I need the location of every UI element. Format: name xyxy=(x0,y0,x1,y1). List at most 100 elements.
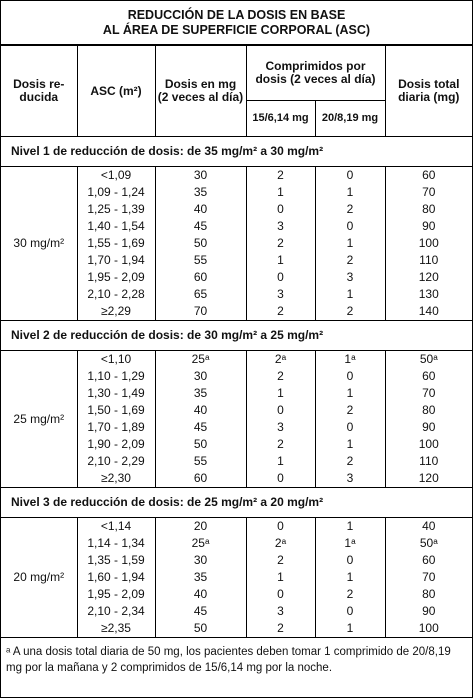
header-row: Dosis re-ducida ASC (m²) Dosis en mg (2 v… xyxy=(1,45,472,137)
cell: 1 xyxy=(245,252,316,269)
data-row: 1,25 - 1,39 40 0 2 80 xyxy=(1,201,472,218)
cell: 3 xyxy=(314,470,386,488)
cell: 70 xyxy=(384,385,472,402)
level-title: Nivel 1 de reducción de dosis: de 35 mg/… xyxy=(1,136,472,167)
cell: 1,10 - 1,29 xyxy=(77,368,156,385)
level-title: Nivel 2 de reducción de dosis: de 30 mg/… xyxy=(1,320,472,351)
cell: 90 xyxy=(384,419,472,436)
cell: 25ᵃ xyxy=(154,535,247,552)
data-row: 1,60 - 1,94 35 1 1 70 xyxy=(1,569,472,586)
cell: 90 xyxy=(384,603,472,620)
level-row: Nivel 3 de reducción de dosis: de 25 mg/… xyxy=(1,487,472,518)
cell: 0 xyxy=(245,269,316,286)
cell: 60 xyxy=(154,269,247,286)
title-line: REDUCCIÓN DE LA DOSIS EN BASE xyxy=(127,8,346,22)
header-text: Dosis en mg xyxy=(164,77,237,91)
cell: 2 xyxy=(245,368,316,385)
cell: 0 xyxy=(314,552,386,569)
data-row: ≥2,30 60 0 3 120 xyxy=(1,470,472,488)
cell: 1,25 - 1,39 xyxy=(77,201,156,218)
cell: 0 xyxy=(245,586,316,603)
footnote: ᵃ A una dosis total diaria de 50 mg, los… xyxy=(1,637,472,676)
cell: 1 xyxy=(314,517,386,535)
cell: 1ᵃ xyxy=(314,535,386,552)
cell: 1 xyxy=(245,453,316,470)
level-row: Nivel 2 de reducción de dosis: de 30 mg/… xyxy=(1,320,472,351)
dose-table: Dosis re-ducida ASC (m²) Dosis en mg (2 v… xyxy=(1,45,472,637)
cell: 0 xyxy=(245,402,316,419)
header-cell: Dosis en mg (2 veces al día) xyxy=(154,45,247,137)
cell: ≥2,29 xyxy=(77,303,156,321)
cell: 3 xyxy=(245,218,316,235)
data-row: 1,40 - 1,54 45 3 0 90 xyxy=(1,218,472,235)
cell: 1,30 - 1,49 xyxy=(77,385,156,402)
title: REDUCCIÓN DE LA DOSIS EN BASE AL ÁREA DE… xyxy=(1,1,472,45)
header-text: Comprimidos por xyxy=(265,59,366,73)
cell: 2 xyxy=(314,303,386,321)
cell: 1 xyxy=(245,385,316,402)
cell: 2 xyxy=(245,436,316,453)
cell: 2,10 - 2,29 xyxy=(77,453,156,470)
cell: 20 xyxy=(154,517,247,535)
cell: <1,10 xyxy=(76,350,156,368)
cell: 1 xyxy=(314,569,386,586)
cell: 2 xyxy=(245,235,316,252)
cell: 0 xyxy=(314,419,386,436)
cell: 100 xyxy=(384,235,472,252)
cell: 80 xyxy=(384,402,472,419)
cell: 1 xyxy=(245,184,316,201)
cell: 0 xyxy=(314,603,386,620)
cell: 40 xyxy=(154,586,247,603)
data-row: 25 mg/m² <1,10 25ᵃ 2ᵃ 1ᵃ 50ᵃ xyxy=(1,350,472,488)
cell: 140 xyxy=(384,303,472,321)
header-text: (2 veces al día) xyxy=(157,90,244,104)
cell: 70 xyxy=(154,303,247,321)
cell: 1,60 - 1,94 xyxy=(77,569,156,586)
cell: 1 xyxy=(314,620,386,637)
data-row: 1,55 - 1,69 50 2 1 100 xyxy=(1,235,472,252)
cell: 1 xyxy=(314,184,386,201)
header-row: 15/6,14 mg 20/8,19 mg xyxy=(1,100,472,137)
cell: 60 xyxy=(384,552,472,569)
cell: 1,90 - 2,09 xyxy=(77,436,156,453)
footnote-text: A una dosis total diaria de 50 mg, los p… xyxy=(6,646,451,674)
data-row: 1,95 - 2,09 40 0 2 80 xyxy=(1,586,472,603)
header-text: ducida xyxy=(19,90,59,104)
data-row: 2,10 - 2,34 45 3 0 90 xyxy=(1,603,472,620)
cell: 1,70 - 1,94 xyxy=(77,252,156,269)
data-row: 2,10 - 2,28 65 3 1 130 xyxy=(1,286,472,303)
cell: 80 xyxy=(384,201,472,218)
footnote-marker: ᵃ xyxy=(6,646,11,658)
header-cell: ASC (m²) xyxy=(76,45,156,137)
level-row: Nivel 1 de reducción de dosis: de 35 mg/… xyxy=(1,136,472,167)
cell: 65 xyxy=(154,286,247,303)
cell: 100 xyxy=(384,620,472,637)
header-cell: Dosis total diaria (mg) xyxy=(384,45,472,137)
cell: 2,10 - 2,34 xyxy=(77,603,156,620)
cell: 2 xyxy=(314,453,386,470)
cell: <1,09 xyxy=(76,166,156,184)
cell: 35 xyxy=(154,184,247,201)
cell: 1 xyxy=(314,286,386,303)
cell: 0 xyxy=(245,201,316,218)
cell: 60 xyxy=(384,368,472,385)
data-row: 1,14 - 1,34 25ᵃ 2ᵃ 1ᵃ 50ᵃ xyxy=(1,535,472,552)
cell: 40 xyxy=(384,517,472,535)
cell: 2 xyxy=(245,552,316,569)
cell: 2ᵃ xyxy=(245,350,316,368)
cell: 45 xyxy=(154,419,247,436)
header-cell: Comprimidos por dosis (2 veces al día) xyxy=(245,45,386,101)
reduced-dose: 20 mg/m² xyxy=(1,517,78,637)
header-cell: 15/6,14 mg xyxy=(246,100,316,137)
cell: 50ᵃ xyxy=(384,350,472,368)
cell: 30 xyxy=(154,368,247,385)
cell: 25ᵃ xyxy=(154,350,247,368)
cell: 0 xyxy=(245,517,316,535)
data-row: 20 mg/m² <1,14 20 0 1 40 xyxy=(1,517,472,637)
cell: 90 xyxy=(384,218,472,235)
cell: 1,70 - 1,89 xyxy=(77,419,156,436)
cell: 50 xyxy=(154,235,247,252)
cell: 30 xyxy=(154,552,247,569)
cell: 1 xyxy=(314,235,386,252)
cell: 3 xyxy=(245,603,316,620)
